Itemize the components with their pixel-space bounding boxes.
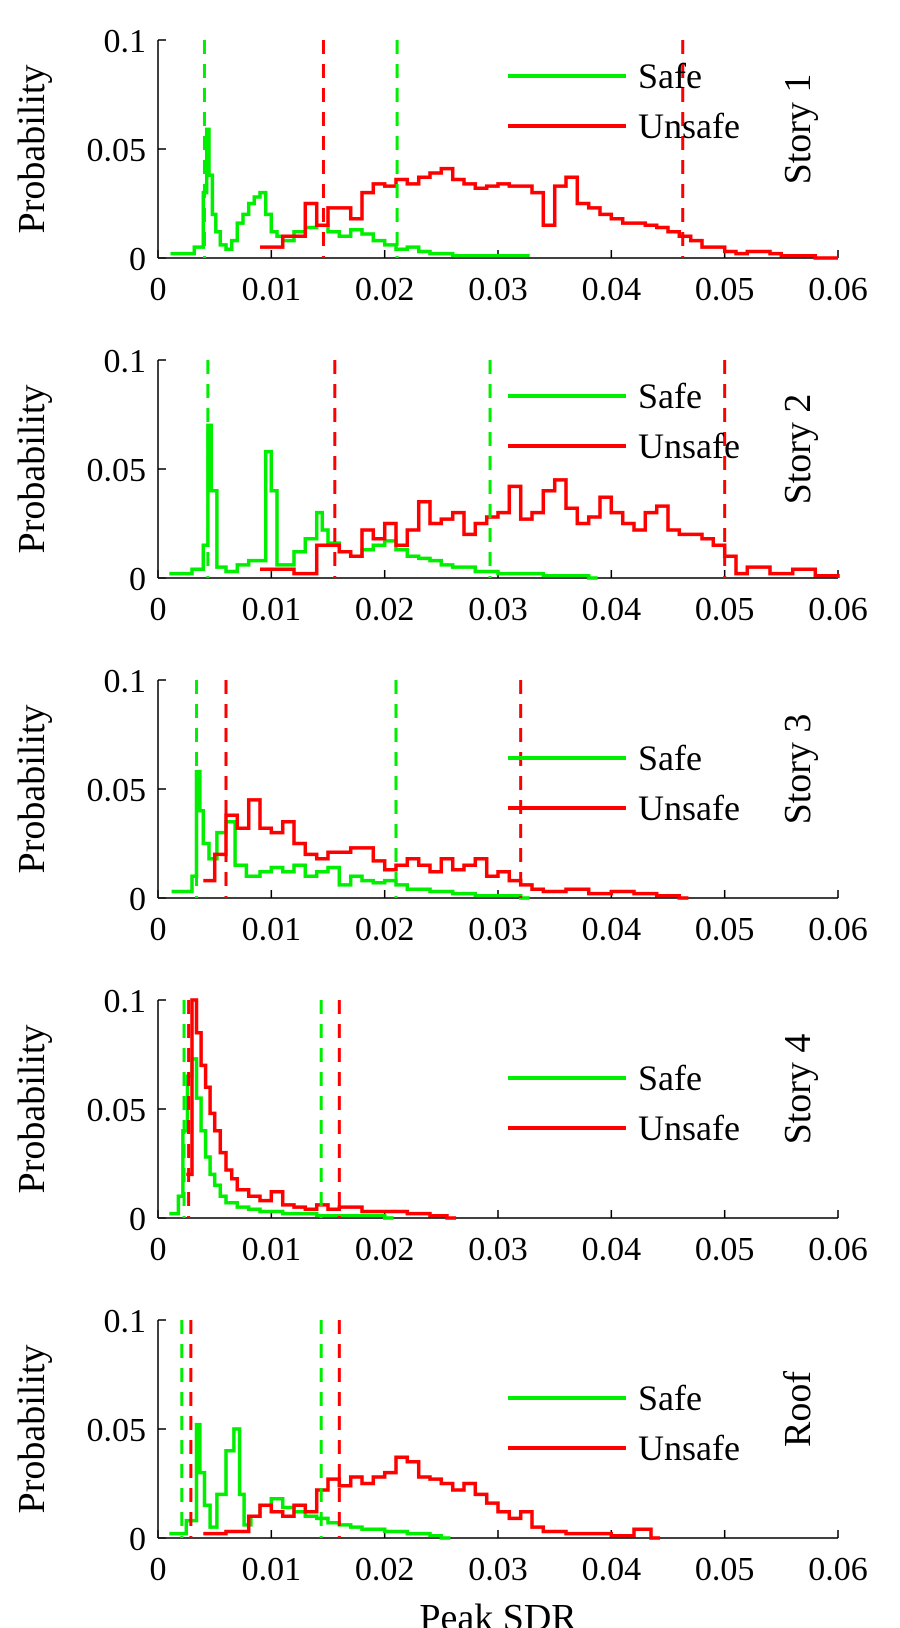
y-axis-label: Probability	[11, 65, 53, 234]
x-tick-label: 0	[150, 1551, 167, 1588]
x-tick-label: 0.04	[582, 591, 642, 628]
legend-safe-label: Safe	[638, 738, 702, 778]
x-tick-label: 0	[150, 271, 167, 308]
y-tick-label: 0	[129, 561, 146, 598]
legend-unsafe-label: Unsafe	[638, 426, 740, 466]
x-tick-label: 0.06	[808, 271, 868, 308]
x-tick-label: 0	[150, 1231, 167, 1268]
x-tick-label: 0.03	[468, 591, 528, 628]
y-tick-label: 0	[129, 1201, 146, 1238]
x-tick-label: 0	[150, 911, 167, 948]
series-safe-line	[169, 1422, 451, 1540]
y-tick-label: 0.1	[104, 343, 147, 380]
x-tick-label: 0.01	[242, 1231, 302, 1268]
x-tick-label: 0.05	[695, 1231, 755, 1268]
y-axis-label: Probability	[11, 705, 53, 874]
panel-title: Story 3	[777, 714, 819, 825]
x-tick-label: 0.06	[808, 1551, 868, 1588]
legend-unsafe-label: Unsafe	[638, 1428, 740, 1468]
series-unsafe-line	[203, 1455, 661, 1540]
series-unsafe-line	[186, 998, 457, 1220]
y-tick-label: 0	[129, 1521, 146, 1558]
x-tick-label: 0.05	[695, 911, 755, 948]
series-unsafe-line	[260, 478, 840, 578]
legend-safe-label: Safe	[638, 1378, 702, 1418]
y-tick-label: 0.05	[87, 452, 147, 489]
x-tick-label: 0	[150, 591, 167, 628]
x-tick-label: 0.02	[355, 271, 415, 308]
panel-1: 0 0.01 0.02 0.03 0.04 0.05 0.06 0 0.05 0.1 Probabi…	[11, 23, 868, 308]
y-tick-label: 0.05	[87, 132, 147, 169]
x-tick-label: 0.02	[355, 1231, 415, 1268]
series-safe-line	[171, 769, 530, 900]
legend-safe-label: Safe	[638, 56, 702, 96]
legend-unsafe-label: Unsafe	[638, 106, 740, 146]
y-tick-label: 0.1	[104, 23, 147, 60]
y-tick-label: 0.05	[87, 1412, 147, 1449]
series-unsafe-line	[203, 798, 689, 900]
x-tick-label: 0.05	[695, 591, 755, 628]
x-tick-label: 0.01	[242, 911, 302, 948]
y-axis-label: Probability	[11, 385, 53, 554]
panel-4: 0 0.01 0.02 0.03 0.04 0.05 0.06 0 0.05 0.1 Probabi…	[11, 983, 868, 1268]
panel-title: Story 1	[777, 74, 819, 185]
series-unsafe-line	[260, 166, 838, 260]
x-tick-label: 0.04	[582, 911, 642, 948]
y-tick-label: 0.05	[87, 772, 147, 809]
legend-safe-label: Safe	[638, 376, 702, 416]
x-tick-label: 0.02	[355, 591, 415, 628]
y-tick-label: 0.1	[104, 1303, 147, 1340]
x-tick-label: 0.04	[582, 1231, 642, 1268]
y-tick-label: 0.1	[104, 983, 147, 1020]
series-safe-line	[170, 127, 530, 258]
y-tick-label: 0.05	[87, 1092, 147, 1129]
legend-unsafe-label: Unsafe	[638, 1108, 740, 1148]
y-tick-label: 0	[129, 241, 146, 278]
y-axis-label: Probability	[11, 1025, 53, 1194]
x-tick-label: 0.01	[242, 1551, 302, 1588]
x-tick-label: 0.03	[468, 911, 528, 948]
x-tick-label: 0.06	[808, 591, 868, 628]
y-axis-label: Probability	[11, 1345, 53, 1514]
panel-title: Roof	[777, 1371, 819, 1447]
x-tick-label: 0.01	[242, 271, 302, 308]
series-safe-line	[169, 423, 598, 580]
x-tick-label: 0.02	[355, 1551, 415, 1588]
panel-title: Story 2	[777, 394, 819, 505]
x-tick-label: 0.05	[695, 271, 755, 308]
x-tick-label: 0.03	[468, 1231, 528, 1268]
x-tick-label: 0.05	[695, 1551, 755, 1588]
x-tick-label: 0.04	[582, 1551, 642, 1588]
panel-title: Story 4	[777, 1034, 819, 1145]
x-tick-label: 0.04	[582, 271, 642, 308]
x-tick-label: 0.06	[808, 911, 868, 948]
panel-5: 0 0.01 0.02 0.03 0.04 0.05 0.06 0 0.05 0.1 Probabi…	[11, 1303, 868, 1628]
x-tick-label: 0.02	[355, 911, 415, 948]
x-tick-label: 0.01	[242, 591, 302, 628]
x-tick-label: 0.06	[808, 1231, 868, 1268]
panel-2: 0 0.01 0.02 0.03 0.04 0.05 0.06 0 0.05 0.1 Probabi…	[11, 343, 868, 628]
y-tick-label: 0	[129, 881, 146, 918]
x-axis-label: Peak SDR	[419, 1597, 577, 1628]
legend-safe-label: Safe	[638, 1058, 702, 1098]
x-tick-label: 0.03	[468, 271, 528, 308]
legend-unsafe-label: Unsafe	[638, 788, 740, 828]
panel-3: 0 0.01 0.02 0.03 0.04 0.05 0.06 0 0.05 0.1 Probabi…	[11, 663, 868, 948]
x-tick-label: 0.03	[468, 1551, 528, 1588]
y-tick-label: 0.1	[104, 663, 147, 700]
